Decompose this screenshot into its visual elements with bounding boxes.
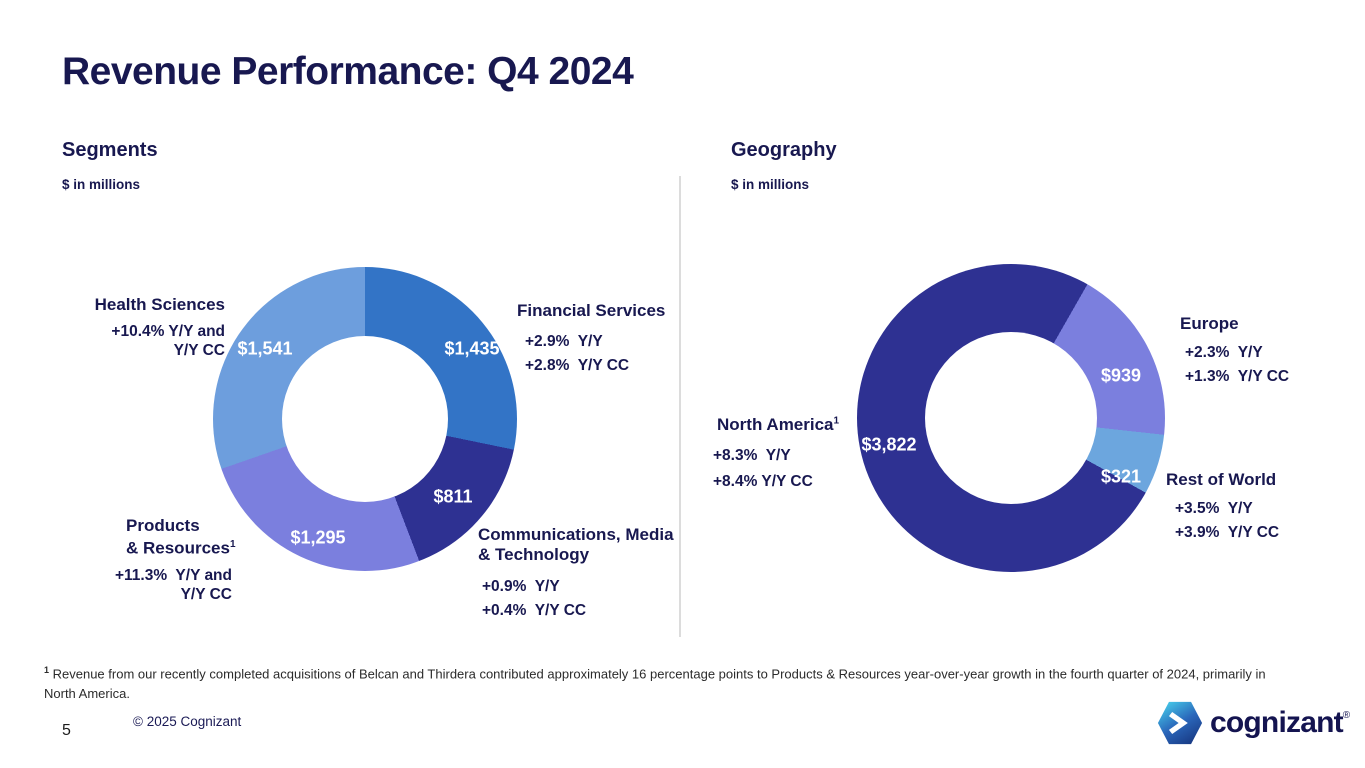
footnote: 1 Revenue from our recently completed ac… [44, 660, 1282, 704]
callout-europe: Europe +2.3% Y/Y +1.3% Y/Y CC [1180, 314, 1289, 389]
growth-stat: +11.3% Y/Y and [114, 566, 232, 584]
slice-value-health-sciences: $1,541 [237, 338, 293, 359]
registered-mark: ® [1342, 710, 1350, 721]
slice-value-financial-services: $1,435 [444, 338, 500, 359]
callout-label: Products [126, 516, 200, 535]
callout-rest-of-world: Rest of World +3.5% Y/Y +3.9% Y/Y CC [1166, 470, 1279, 545]
growth-stat: +1.3% Y/Y CC [1185, 367, 1290, 385]
callout-label: Rest of World [1166, 470, 1277, 489]
callout-label: Communications, Media [478, 525, 674, 544]
callout-label: North America1 [717, 415, 840, 434]
growth-stat: +2.3% Y/Y [1185, 343, 1263, 361]
callout-label: Europe [1180, 314, 1239, 333]
footnote-ref: 1 [229, 539, 236, 550]
callout-financial-services: Financial Services +2.9% Y/Y +2.8% Y/Y C… [517, 301, 665, 378]
slice-value-products-resources: $1,295 [290, 527, 346, 548]
growth-stat: +10.4% Y/Y and [111, 322, 225, 340]
footnote-ref: 1 [833, 415, 840, 427]
page-title: Revenue Performance: Q4 2024 [62, 50, 634, 93]
section-divider [679, 176, 681, 637]
units-label-segments: $ in millions [62, 177, 141, 192]
growth-stat: +3.9% Y/Y CC [1175, 523, 1280, 541]
donut-hole [925, 332, 1097, 504]
callout-health-sciences: Health Sciences +10.4% Y/Y and Y/Y CC [40, 295, 225, 360]
callout-communications: Communications, Media & Technology +0.9%… [478, 525, 674, 623]
donut-chart-geography [857, 264, 1165, 572]
callout-label: Financial Services [517, 301, 666, 320]
callout-products-resources: Products & Resources1 +11.3% Y/Y and Y/Y… [110, 516, 236, 604]
slice-value-rest-of-world: $321 [1100, 466, 1142, 487]
growth-stat: +0.9% Y/Y [482, 578, 560, 595]
growth-stat: +8.4% Y/Y CC [713, 472, 813, 490]
slice-value-north-america: $3,822 [861, 434, 917, 455]
callout-label: & Technology [478, 545, 590, 564]
section-heading-geography: Geography [731, 139, 837, 161]
copyright-text: © 2025 Cognizant [133, 714, 242, 729]
cognizant-logo: cognizant® [1157, 700, 1350, 746]
units-label-geography: $ in millions [731, 177, 810, 192]
growth-stat: +0.4% Y/Y CC [482, 602, 587, 619]
cognizant-logo-icon [1157, 701, 1203, 745]
page-number: 5 [62, 722, 71, 739]
slice-value-communications: $811 [433, 486, 473, 507]
slice-value-europe: $939 [1100, 365, 1142, 386]
growth-stat: +8.3% Y/Y [713, 446, 791, 464]
footnote-text: Revenue from our recently completed acqu… [44, 666, 1266, 702]
cognizant-wordmark: cognizant® [1210, 706, 1350, 739]
donut-chart-segments [213, 267, 517, 571]
growth-stat: +2.9% Y/Y [525, 332, 603, 350]
callout-label: & Resources1 [126, 538, 236, 558]
donut-hole [282, 336, 448, 502]
callout-north-america: North America1 +8.3% Y/Y +8.4% Y/Y CC [713, 415, 839, 495]
callout-label: Health Sciences [94, 295, 225, 314]
growth-stat: Y/Y CC [173, 341, 225, 359]
section-heading-segments: Segments [62, 139, 158, 161]
footnote-marker: 1 [44, 665, 50, 675]
growth-stat: Y/Y CC [180, 585, 232, 603]
growth-stat: +2.8% Y/Y CC [525, 356, 630, 374]
growth-stat: +3.5% Y/Y [1175, 499, 1253, 517]
